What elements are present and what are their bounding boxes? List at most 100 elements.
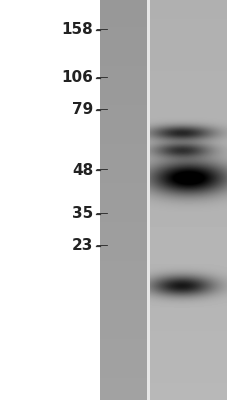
Text: —: — [95,72,108,84]
Bar [100,213,146,220]
Bar [150,353,227,360]
Bar [150,47,227,53]
Bar [100,140,146,147]
Bar [146,0,150,400]
Bar [100,253,146,260]
Bar [150,67,227,73]
Text: —: — [95,104,108,116]
Bar [100,120,146,127]
Bar [100,127,146,133]
Bar [150,0,227,7]
Bar [150,187,227,193]
Bar [100,360,146,367]
Bar [150,333,227,340]
Bar [150,73,227,80]
Bar [150,80,227,87]
Bar [150,160,227,167]
Bar [150,7,227,13]
Bar [150,247,227,253]
Bar [150,20,227,27]
Bar [100,393,146,400]
Bar [150,313,227,320]
Bar [150,120,227,127]
Bar [100,380,146,387]
Bar [100,227,146,233]
Bar [150,360,227,367]
Bar [150,293,227,300]
Bar [100,200,146,207]
Bar [100,313,146,320]
Bar [150,140,227,147]
Bar [150,167,227,173]
Bar [150,227,227,233]
Bar [150,367,227,373]
Bar [150,320,227,327]
Bar [100,340,146,347]
Bar [150,13,227,20]
Bar [100,293,146,300]
Bar [150,327,227,333]
Bar [150,173,227,180]
Bar [100,47,146,53]
Bar [150,273,227,280]
Bar [100,100,146,107]
Bar [100,40,146,47]
Bar [100,107,146,113]
Bar [150,27,227,33]
Bar [100,300,146,307]
Bar [0,0,100,400]
Bar [100,33,146,40]
Bar [100,193,146,200]
Bar [150,347,227,353]
Bar [100,347,146,353]
Bar [100,73,146,80]
Bar [150,267,227,273]
Text: —: — [95,208,108,220]
Bar [100,373,146,380]
Bar [150,147,227,153]
Bar [150,127,227,133]
Bar [150,387,227,393]
Bar [150,107,227,113]
Text: —: — [95,164,108,176]
Bar [150,113,227,120]
Bar [150,40,227,47]
Bar [100,267,146,273]
Bar [150,307,227,313]
Bar [100,133,146,140]
Bar [100,60,146,67]
Text: 23: 23 [72,238,93,254]
Bar [150,33,227,40]
Bar [100,67,146,73]
Bar [100,187,146,193]
Bar [150,340,227,347]
Bar [150,193,227,200]
Bar [100,180,146,187]
Bar [100,113,146,120]
Bar [150,133,227,140]
Bar [150,393,227,400]
Text: 106: 106 [61,70,93,86]
Bar [150,233,227,240]
Bar [100,333,146,340]
Bar [100,160,146,167]
Bar [150,100,227,107]
Bar [100,240,146,247]
Bar [100,7,146,13]
Bar [150,287,227,293]
Bar [100,353,146,360]
Bar [150,207,227,213]
Bar [150,200,227,207]
Bar [100,173,146,180]
Bar [100,320,146,327]
Bar [100,53,146,60]
Bar [100,233,146,240]
Bar [100,273,146,280]
Bar [100,167,146,173]
Bar [100,27,146,33]
Bar [150,280,227,287]
Bar [100,13,146,20]
Bar [100,0,146,7]
Bar [150,220,227,227]
Bar [100,280,146,287]
